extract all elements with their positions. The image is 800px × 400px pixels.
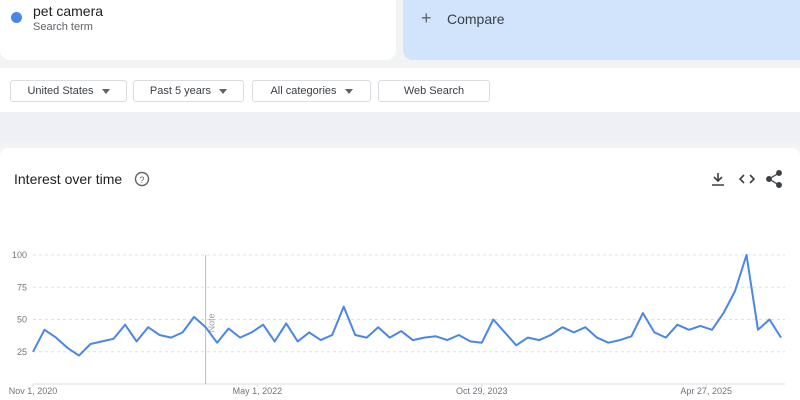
filter-dropdown[interactable]: Web Search — [378, 80, 490, 102]
y-tick-label: 25 — [17, 347, 27, 357]
dropdown-arrow — [101, 88, 110, 94]
search-term: pet camera — [33, 3, 104, 19]
y-tick-label: 100 — [12, 250, 27, 260]
filter-label: Web Search — [403, 85, 465, 97]
series-line — [32, 254, 782, 357]
chart: Interest over time ? 25 50 75 100 Nov 1, 202… — [9, 170, 785, 396]
x-tick-label: Nov 1, 2020 — [9, 386, 58, 396]
share-icon[interactable] — [766, 170, 782, 188]
svg-text:?: ? — [139, 175, 144, 185]
compare-label: Compare — [447, 11, 505, 27]
spacer — [0, 112, 800, 142]
plus-icon: + — [421, 8, 432, 28]
filter-dropdown[interactable]: All categories — [252, 80, 371, 102]
filter-dropdown[interactable]: Past 5 years — [133, 80, 244, 102]
search-term-label: Search term — [33, 21, 93, 33]
embed-icon[interactable] — [738, 174, 756, 184]
filter-label: All categories — [270, 85, 337, 97]
x-tick-label: May 1, 2022 — [233, 386, 283, 396]
y-tick-label: 75 — [17, 282, 27, 292]
help-icon[interactable]: ? — [134, 171, 150, 187]
dropdown-arrow — [344, 88, 353, 94]
search-term-card[interactable]: pet camera Search term — [0, 0, 396, 60]
dropdown-arrow — [219, 88, 228, 94]
series-dot — [11, 12, 22, 23]
download-icon[interactable] — [712, 173, 724, 186]
filter-dropdown[interactable]: United States — [10, 80, 127, 102]
chart-card: Interest over time ? 25 50 75 100 Nov 1, 202… — [0, 148, 800, 400]
filter-label: United States — [27, 85, 94, 97]
chart-title: Interest over time — [14, 171, 122, 187]
compare-card[interactable]: + Compare — [403, 0, 800, 60]
y-tick-label: 50 — [17, 315, 27, 325]
x-tick-label: Apr 27, 2025 — [680, 386, 732, 396]
note-label: Note — [207, 313, 217, 332]
filter-label: Past 5 years — [149, 85, 212, 97]
x-tick-label: Oct 29, 2023 — [456, 386, 508, 396]
